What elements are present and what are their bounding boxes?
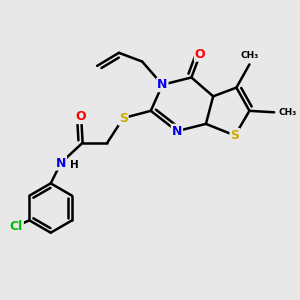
Text: CH₃: CH₃ xyxy=(240,51,259,60)
Text: CH₃: CH₃ xyxy=(278,108,297,117)
Text: S: S xyxy=(119,112,128,124)
Text: N: N xyxy=(172,124,182,138)
Text: S: S xyxy=(230,129,239,142)
Text: Cl: Cl xyxy=(10,220,23,233)
Text: N: N xyxy=(56,157,66,169)
Text: O: O xyxy=(195,48,206,61)
Text: O: O xyxy=(76,110,86,123)
Text: N: N xyxy=(157,78,168,91)
Text: H: H xyxy=(70,160,78,170)
